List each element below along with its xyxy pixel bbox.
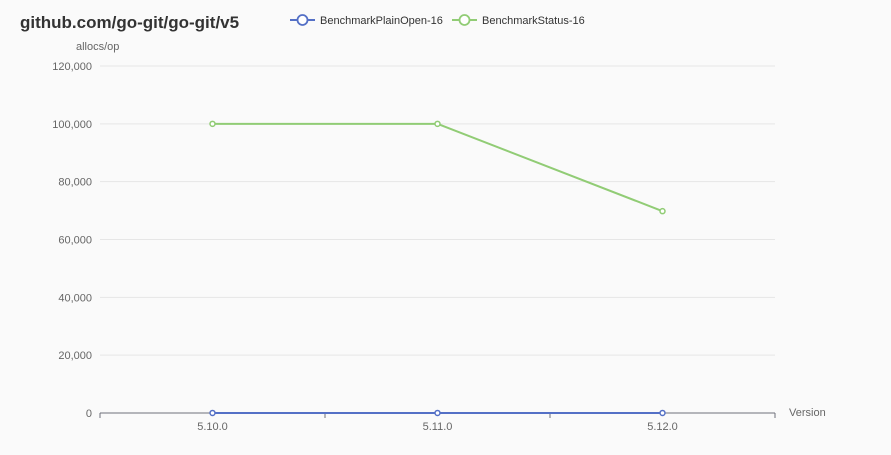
- y-tick-label: 20,000: [58, 350, 92, 362]
- data-point[interactable]: [210, 121, 215, 126]
- legend-label: BenchmarkPlainOpen-16: [320, 15, 443, 27]
- data-point[interactable]: [435, 121, 440, 126]
- data-point[interactable]: [435, 410, 440, 415]
- x-tick-label: 5.12.0: [647, 421, 678, 433]
- y-tick-label: 100,000: [52, 119, 92, 131]
- y-axis-label: allocs/op: [76, 41, 119, 53]
- data-point[interactable]: [210, 410, 215, 415]
- chart-title: github.com/go-git/go-git/v5: [20, 13, 239, 32]
- legend-circle-icon: [460, 15, 470, 25]
- x-tick-label: 5.10.0: [197, 421, 228, 433]
- y-tick-label: 40,000: [58, 292, 92, 304]
- y-tick-label: 120,000: [52, 61, 92, 73]
- y-tick-label: 0: [86, 408, 92, 420]
- legend-label: BenchmarkStatus-16: [482, 15, 585, 27]
- y-tick-label: 80,000: [58, 177, 92, 189]
- data-point[interactable]: [660, 209, 665, 214]
- legend[interactable]: BenchmarkPlainOpen-16 BenchmarkStatus-16: [290, 15, 585, 27]
- legend-circle-icon: [298, 15, 308, 25]
- x-tick-label: 5.11.0: [423, 421, 453, 433]
- data-point[interactable]: [660, 410, 665, 415]
- x-axis-label: Version: [789, 407, 826, 419]
- y-tick-label: 60,000: [58, 235, 92, 247]
